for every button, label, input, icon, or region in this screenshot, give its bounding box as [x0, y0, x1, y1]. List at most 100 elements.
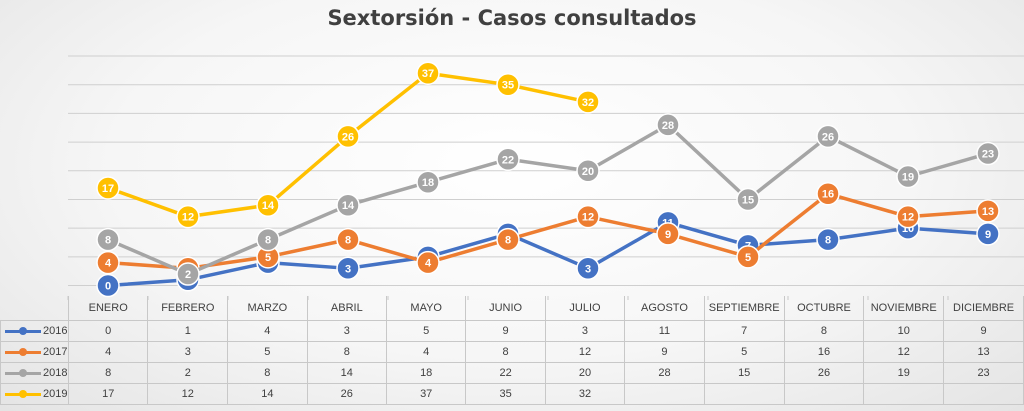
table-corner [1, 296, 69, 321]
table-cell: 9 [465, 320, 546, 342]
data-label: 5 [265, 252, 271, 264]
data-label: 28 [662, 120, 674, 132]
data-point [336, 193, 360, 217]
table-cell: 5 [703, 341, 785, 363]
category-label: AGOSTO [624, 296, 705, 321]
table-cell: 1 [147, 320, 229, 342]
data-point [576, 256, 600, 281]
table-cell: 13 [943, 341, 1024, 363]
data-label: 12 [182, 212, 194, 224]
table-cell [624, 383, 705, 405]
data-label: 18 [422, 177, 434, 189]
table-cell: 28 [624, 362, 705, 384]
data-point [736, 187, 760, 212]
chart-title: Sextorsión - Casos consultados [327, 6, 697, 30]
data-point [336, 256, 360, 281]
table-cell: 26 [783, 362, 865, 384]
data-label: 4 [425, 258, 432, 270]
table-cell: 35 [465, 383, 546, 405]
data-label: 19 [902, 172, 914, 184]
table-cell: 2 [147, 362, 229, 384]
legend-marker-icon [5, 326, 41, 336]
data-label: 8 [345, 235, 351, 247]
table-row: 2018 8 2 8 14 18 22 20 28 15 26 19 23 [0, 362, 1024, 384]
table-cell [863, 383, 945, 405]
category-label: MARZO [227, 296, 308, 321]
data-point [256, 193, 280, 217]
category-label: ABRIL [306, 296, 388, 321]
table-cell: 14 [306, 362, 388, 384]
category-label: MAYO [385, 296, 467, 321]
table-row: 2019 17 12 14 26 37 35 32 [0, 383, 1024, 405]
series-2017: 4 3 5 8 4 8 12 9 5 16 12 13 [96, 181, 1000, 281]
legend-label: 2016 [43, 325, 68, 338]
table-header-row: ENERO FEBRERO MARZO ABRIL MAYO JUNIO JULIO AGOS… [1, 296, 1024, 321]
data-point [816, 181, 840, 206]
data-point [976, 222, 1000, 246]
data-point [496, 72, 520, 97]
data-label: 12 [902, 212, 914, 224]
table-cell: 4 [385, 341, 467, 363]
table-cell: 8 [306, 341, 388, 363]
data-label: 23 [982, 149, 994, 161]
data-label: 3 [345, 263, 351, 275]
table-cell: 26 [306, 383, 388, 405]
data-point [416, 61, 440, 85]
data-label: 8 [105, 235, 111, 247]
data-point [896, 164, 920, 189]
legend-entry: 2018 [0, 362, 69, 384]
table-cell: 10 [863, 320, 945, 342]
table-cell: 22 [465, 362, 546, 384]
data-point [736, 245, 760, 269]
data-point [976, 199, 1000, 223]
table-cell: 4 [67, 341, 149, 363]
data-point [416, 170, 440, 194]
data-point [496, 147, 520, 172]
table-cell: 9 [943, 320, 1024, 342]
table-cell [703, 383, 785, 405]
table-cell [783, 383, 865, 405]
data-point [96, 227, 120, 252]
table-cell: 32 [544, 383, 626, 405]
data-point [656, 113, 680, 137]
data-label: 3 [585, 263, 591, 275]
data-label: 26 [822, 131, 834, 143]
category-label: NOVIEMBRE [863, 296, 945, 321]
data-point [416, 250, 440, 275]
legend-entry: 2017 [0, 341, 69, 363]
data-label: 14 [342, 200, 355, 212]
data-label: 32 [582, 97, 594, 109]
series-line-2018 [107, 123, 989, 276]
table-cell: 14 [227, 383, 308, 405]
legend-marker-icon [5, 347, 41, 357]
data-label: 14 [262, 200, 275, 212]
category-label: DICIEMBRE [943, 296, 1024, 321]
data-label: 35 [502, 80, 514, 92]
data-point [96, 250, 120, 275]
table-cell: 0 [67, 320, 149, 342]
table-cell: 3 [147, 341, 229, 363]
category-label: JULIO [544, 296, 626, 321]
data-label: 5 [745, 252, 751, 264]
data-label: 15 [742, 194, 754, 206]
data-point [576, 204, 600, 229]
legend-marker-icon [5, 389, 41, 399]
data-point [176, 204, 200, 229]
table-cell: 3 [544, 320, 626, 342]
category-label: FEBRERO [147, 296, 229, 321]
data-point [496, 227, 520, 252]
table-cell: 8 [465, 341, 546, 363]
category-label: OCTUBRE [783, 296, 865, 321]
category-label: ENERO [67, 296, 149, 321]
table-cell: 19 [863, 362, 945, 384]
data-label: 12 [582, 212, 594, 224]
table-cell: 4 [227, 320, 308, 342]
table-cell: 20 [544, 362, 626, 384]
data-point [96, 176, 120, 200]
table-cell: 11 [624, 320, 705, 342]
table-cell: 9 [624, 341, 705, 363]
table-row: 2017 4 3 5 8 4 8 12 9 5 16 12 13 [0, 341, 1024, 363]
chart-plot: 0143593117810943584812951612138281418222… [67, 55, 1024, 300]
data-label: 22 [502, 154, 514, 166]
data-point [336, 227, 360, 252]
